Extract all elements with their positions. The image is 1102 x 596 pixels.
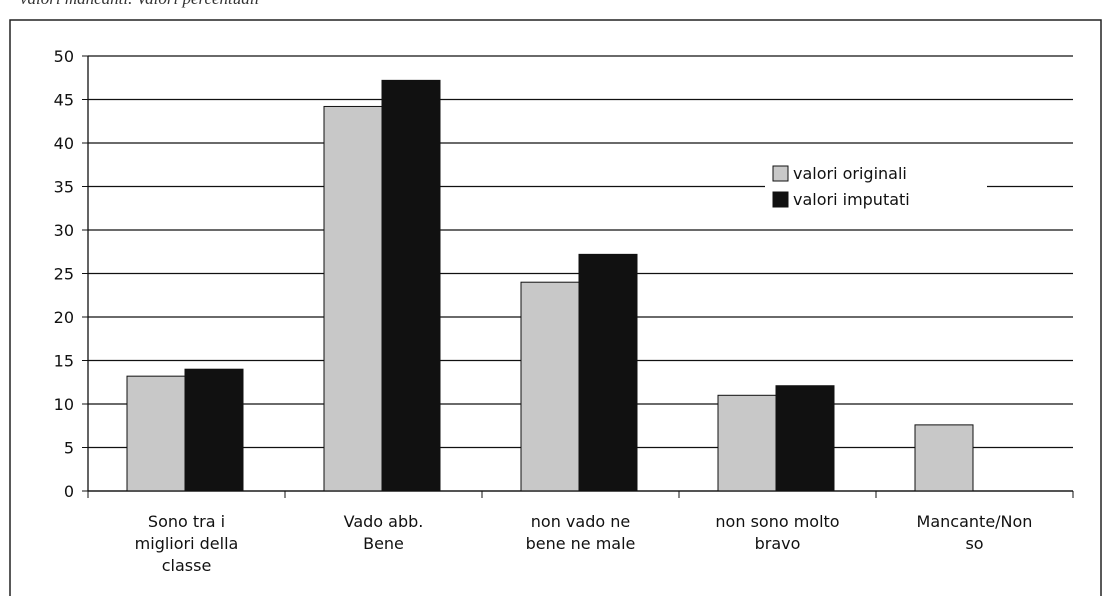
y-tick-label: 50 [54, 47, 74, 66]
legend-label: valori imputati [793, 190, 910, 209]
bar [381, 79, 441, 492]
bar [775, 385, 835, 492]
x-tick-label: non vado ne bene ne male [526, 512, 636, 553]
x-tick-label: Mancante/Non so [917, 512, 1033, 553]
y-tick-label: 45 [54, 91, 74, 110]
caption: valori mancanti. Valori percentuali [20, 0, 260, 8]
x-tick-label: Vado abb. Bene [344, 512, 424, 553]
y-tick-label: 40 [54, 134, 74, 153]
bar [184, 368, 244, 492]
bar [914, 424, 974, 492]
y-tick-label: 15 [54, 352, 74, 371]
x-tick-label: non sono molto bravo [715, 512, 839, 553]
y-tick-label: 30 [54, 221, 74, 240]
x-tick-label: Sono tra i migliori della classe [135, 512, 239, 575]
y-tick-label: 25 [54, 265, 74, 284]
bar [126, 375, 186, 492]
bar [717, 394, 777, 492]
legend-label: valori originali [793, 164, 907, 183]
y-tick-label: 0 [64, 482, 74, 501]
legend-swatch [772, 191, 789, 208]
legend-box [765, 158, 987, 214]
bar [520, 281, 580, 492]
y-tick-label: 35 [54, 178, 74, 197]
y-tick-label: 20 [54, 308, 74, 327]
bar [578, 253, 638, 492]
y-tick-label: 5 [64, 439, 74, 458]
bar [323, 105, 383, 492]
y-tick-label: 10 [54, 395, 74, 414]
legend-swatch [772, 165, 789, 182]
